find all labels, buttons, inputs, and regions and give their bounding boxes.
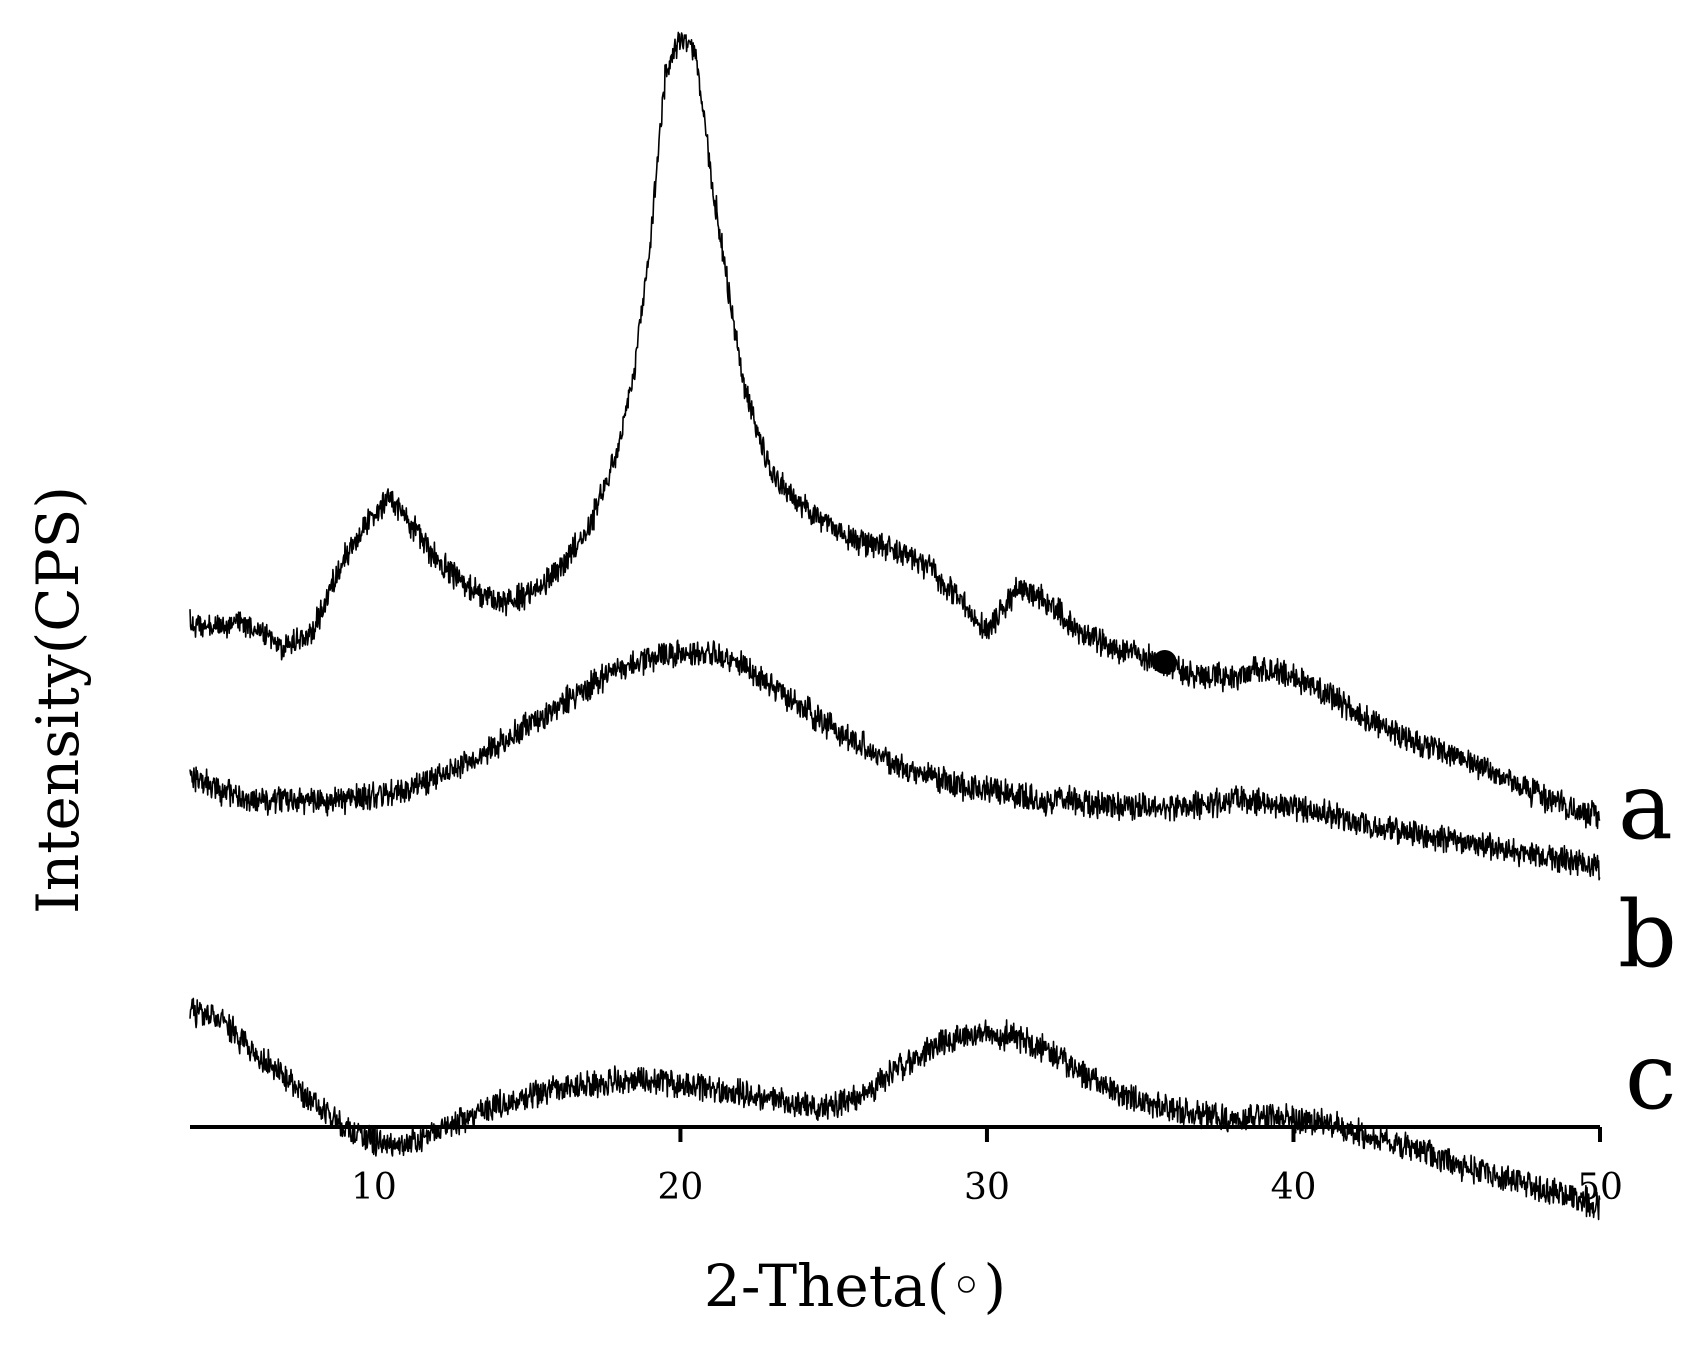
curve-label-a: a	[1618, 753, 1673, 860]
x-tick-label-20: 20	[658, 1167, 704, 1208]
x-tick-label-50: 50	[1577, 1167, 1623, 1208]
series-b-trace	[189, 639, 1601, 881]
x-tick-label-10: 10	[351, 1167, 397, 1208]
x-axis-ticks	[371, 1127, 1602, 1142]
x-axis-tick-labels: 10 20 30 40 50	[351, 1167, 1623, 1208]
y-axis-title: Intensity(CPS)	[24, 486, 92, 914]
curve-label-b: b	[1618, 881, 1677, 988]
x-axis-title: 2-Theta(◦)	[704, 1252, 1006, 1320]
series-a-trace	[189, 31, 1601, 830]
annotation-dot-marker	[1152, 650, 1177, 674]
series-layer	[189, 31, 1601, 1221]
series-c-trace	[189, 997, 1601, 1221]
curve-label-c: c	[1625, 1023, 1677, 1130]
marker-layer	[1152, 650, 1177, 674]
x-tick-label-30: 30	[964, 1167, 1010, 1208]
x-tick-label-40: 40	[1271, 1167, 1317, 1208]
